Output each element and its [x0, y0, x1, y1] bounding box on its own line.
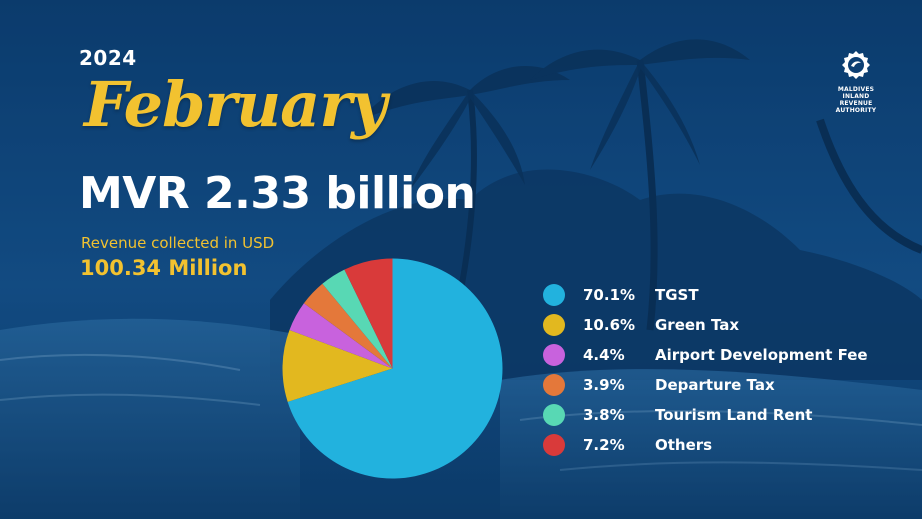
legend-percent: 7.2% — [583, 436, 625, 454]
legend-swatch — [543, 404, 565, 426]
legend-swatch — [543, 314, 565, 336]
mira-logo: MALDIVES INLAND REVENUE AUTHORITY — [826, 50, 886, 114]
legend-item: 4.4% Airport Development Fee — [543, 340, 868, 370]
logo-line-1: MALDIVES — [837, 86, 875, 93]
legend-percent: 3.8% — [583, 406, 625, 424]
legend-swatch — [543, 344, 565, 366]
logo-line-2: INLAND REVENUE — [839, 93, 873, 107]
legend-label: Airport Development Fee — [655, 346, 868, 364]
pie-slice-airport-development-fee — [289, 303, 393, 369]
revenue-pie-chart — [282, 258, 503, 479]
month-title: February — [84, 68, 387, 141]
logo-line-3: AUTHORITY — [835, 107, 877, 114]
legend-item: 7.2% Others — [543, 430, 868, 460]
mira-emblem-icon — [842, 51, 870, 79]
legend-label: Departure Tax — [655, 376, 775, 394]
legend-item: 3.9% Departure Tax — [543, 370, 868, 400]
legend-label: Tourism Land Rent — [655, 406, 813, 424]
usd-revenue-label: Revenue collected in USD — [81, 234, 275, 252]
legend-percent: 3.9% — [583, 376, 625, 394]
legend-percent: 10.6% — [583, 316, 636, 334]
legend-item: 3.8% Tourism Land Rent — [543, 400, 868, 430]
pie-slice-tgst — [287, 258, 503, 479]
legend-label: Green Tax — [655, 316, 740, 334]
legend-swatch — [543, 434, 565, 456]
chart-legend: 70.1% TGST 10.6% Green Tax 4.4% Airport Devel… — [543, 280, 868, 460]
legend-label: Others — [655, 436, 713, 454]
pie-slice-departure-tax — [303, 283, 393, 369]
legend-swatch — [543, 374, 565, 396]
pie-slice-tourism-land-rent — [322, 269, 393, 369]
legend-percent: 4.4% — [583, 346, 625, 364]
legend-percent: 70.1% — [583, 286, 636, 304]
pie-slice-green-tax — [282, 329, 393, 402]
legend-item: 70.1% TGST — [543, 280, 868, 310]
legend-item: 10.6% Green Tax — [543, 310, 868, 340]
year-label: 2024 — [79, 46, 137, 70]
legend-swatch — [543, 284, 565, 306]
total-revenue-mvr: MVR 2.33 billion — [79, 168, 476, 219]
usd-revenue-value: 100.34 Million — [80, 256, 248, 280]
pie-slice-others — [344, 258, 393, 369]
legend-label: TGST — [655, 286, 699, 304]
